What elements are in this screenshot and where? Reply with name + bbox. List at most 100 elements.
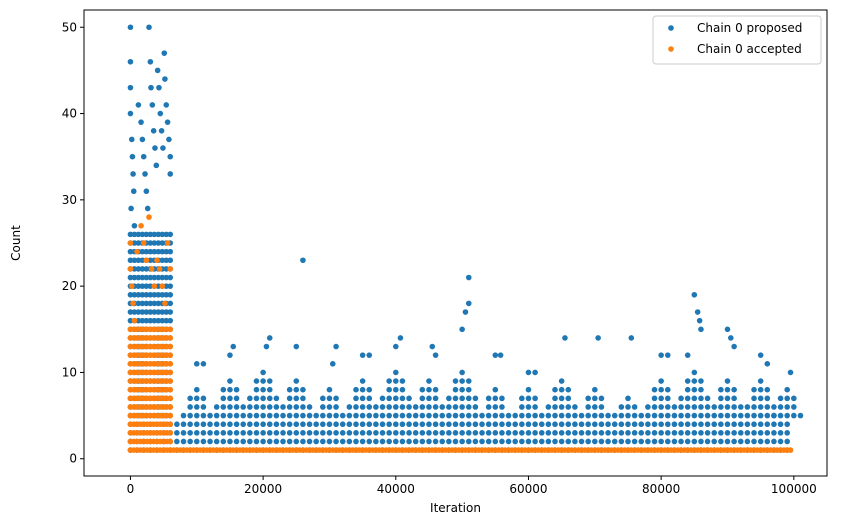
proposed-point (592, 421, 598, 428)
accepted-point (167, 266, 174, 272)
proposed-point (293, 438, 300, 445)
proposed-point (578, 412, 585, 419)
proposed-point (691, 291, 698, 298)
proposed-point (538, 438, 545, 445)
proposed-point (306, 438, 313, 445)
proposed-point (386, 404, 392, 410)
proposed-point (260, 438, 266, 445)
proposed-point (247, 421, 253, 428)
proposed-point (671, 430, 678, 436)
proposed-point (326, 386, 333, 393)
proposed-point (280, 430, 286, 436)
proposed-point (135, 231, 142, 238)
proposed-point (572, 421, 578, 428)
proposed-point (379, 430, 386, 436)
proposed-point (525, 430, 532, 436)
proposed-point (757, 430, 764, 436)
y-tick-label: 20 (62, 279, 77, 293)
proposed-point (472, 395, 479, 402)
proposed-point (293, 404, 300, 410)
proposed-point (233, 438, 240, 445)
proposed-point (459, 378, 465, 384)
proposed-point (499, 430, 505, 436)
accepted-point (127, 266, 134, 272)
accepted-point (167, 438, 174, 445)
proposed-point (711, 430, 718, 436)
proposed-point (744, 438, 751, 445)
proposed-point (465, 300, 472, 307)
proposed-point (757, 421, 764, 428)
proposed-point (151, 274, 158, 281)
proposed-point (273, 438, 280, 445)
proposed-point (664, 421, 671, 428)
proposed-point (300, 412, 306, 419)
proposed-point (465, 438, 472, 445)
proposed-point (426, 378, 432, 384)
proposed-point (684, 378, 691, 384)
x-tick-label: 60000 (509, 482, 547, 496)
proposed-point (392, 404, 399, 410)
proposed-point (253, 430, 260, 436)
proposed-point (664, 352, 671, 358)
proposed-point (220, 438, 227, 445)
proposed-point (260, 395, 266, 402)
proposed-point (227, 378, 233, 384)
proposed-point (651, 412, 658, 419)
proposed-point (240, 438, 247, 445)
proposed-point (419, 386, 426, 393)
proposed-point (618, 421, 625, 428)
proposed-point (558, 438, 565, 445)
proposed-point (306, 412, 313, 419)
proposed-point (273, 421, 280, 428)
proposed-point (718, 395, 724, 402)
proposed-point (492, 404, 499, 410)
proposed-point (784, 438, 790, 445)
proposed-point (167, 291, 174, 298)
proposed-point (751, 386, 757, 393)
proposed-point (426, 421, 432, 428)
proposed-point (499, 438, 505, 445)
proposed-point (631, 438, 638, 445)
proposed-point (678, 430, 684, 436)
proposed-point (691, 404, 698, 410)
proposed-point (625, 421, 631, 428)
proposed-point (359, 421, 366, 428)
proposed-point (151, 248, 158, 255)
accepted-point (167, 343, 174, 350)
proposed-point (771, 412, 777, 419)
proposed-point (472, 430, 479, 436)
proposed-point (492, 438, 499, 445)
proposed-point (353, 395, 359, 402)
proposed-point (167, 317, 174, 324)
proposed-point (193, 430, 200, 436)
proposed-point (135, 257, 142, 264)
proposed-point (459, 369, 465, 376)
proposed-point (771, 438, 777, 445)
proposed-point (625, 412, 631, 419)
proposed-point (139, 309, 146, 315)
proposed-point (200, 412, 207, 419)
proposed-point (320, 404, 326, 410)
proposed-point (333, 438, 339, 445)
proposed-point (155, 274, 162, 281)
proposed-point (313, 430, 319, 436)
proposed-point (452, 412, 459, 419)
proposed-point (419, 404, 426, 410)
proposed-point (658, 386, 664, 393)
proposed-point (412, 430, 419, 436)
proposed-point (764, 404, 771, 410)
proposed-point (465, 404, 472, 410)
proposed-point (155, 309, 162, 315)
proposed-point (300, 438, 306, 445)
proposed-point (144, 205, 151, 212)
proposed-point (419, 438, 426, 445)
proposed-point (678, 404, 684, 410)
proposed-point (452, 386, 459, 393)
proposed-point (419, 430, 426, 436)
proposed-point (193, 361, 200, 367)
proposed-point (465, 395, 472, 402)
proposed-point (392, 378, 399, 384)
proposed-point (764, 421, 771, 428)
proposed-point (135, 102, 142, 108)
proposed-point (406, 430, 412, 436)
